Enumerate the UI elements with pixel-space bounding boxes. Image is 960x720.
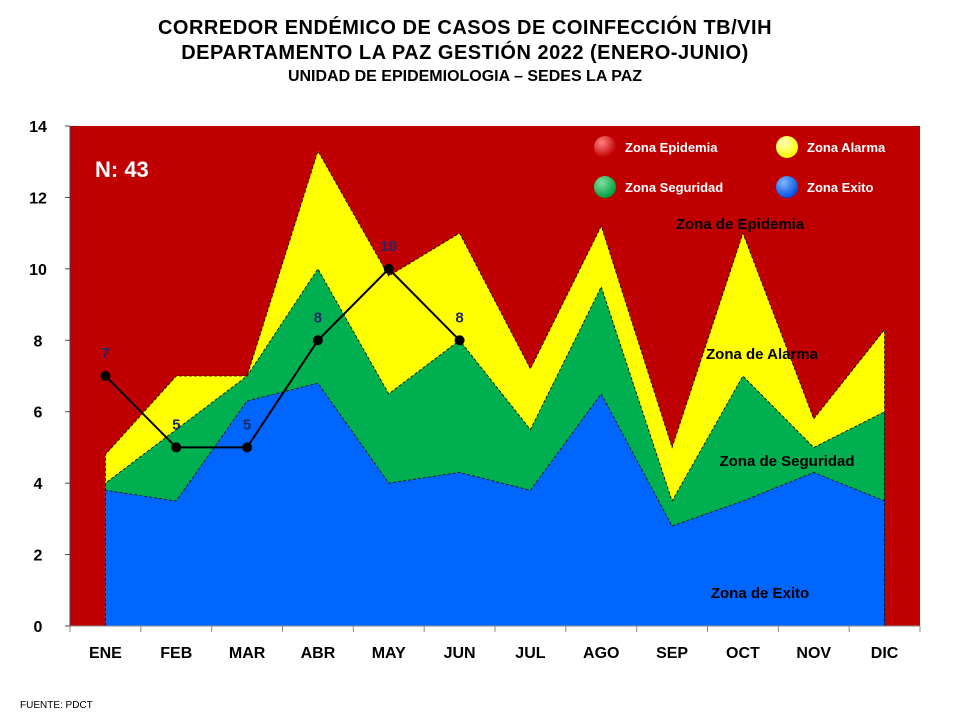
legend: Zona Epidemia Zona Alarma Zona Seguridad Zo… [594, 136, 886, 198]
y-tick-label: 4 [34, 476, 43, 493]
x-tick-label: MAR [229, 645, 266, 662]
cases-data-label: 5 [243, 416, 251, 433]
legend-item: Zona Exito [776, 176, 874, 198]
zone-label-alarma: Zona de Alarma [706, 346, 819, 363]
zone-label-epidemia: Zona de Epidemia [676, 216, 805, 233]
chart-unit-subtitle: UNIDAD DE EPIDEMIOLOGIA – SEDES LA PAZ [287, 68, 643, 85]
x-tick-label: JUN [444, 645, 476, 662]
y-tick-label: 8 [34, 333, 43, 350]
x-tick-label: NOV [796, 645, 831, 662]
legend-label: Zona Alarma [807, 140, 886, 155]
legend-marker [594, 136, 616, 158]
x-tick-label: JUL [515, 645, 545, 662]
y-axis: 0 2 4 6 8 10 12 14 [29, 119, 71, 636]
y-tick-label: 0 [34, 619, 43, 636]
x-tick-label: SEP [656, 645, 688, 662]
legend-item: Zona Seguridad [594, 176, 723, 198]
y-tick-label: 10 [29, 262, 47, 279]
legend-label: Zona Epidemia [625, 140, 718, 155]
legend-marker [776, 176, 798, 198]
x-tick-label: ABR [301, 645, 336, 662]
y-tick-label: 6 [34, 405, 43, 422]
y-tick-label: 2 [34, 548, 43, 565]
cases-data-label: 5 [172, 416, 180, 433]
x-tick-label: AGO [583, 645, 619, 662]
cases-point [100, 371, 111, 381]
legend-item: Zona Epidemia [594, 136, 718, 158]
x-tick-label: ENE [89, 645, 122, 662]
cases-point [312, 335, 323, 346]
cases-point [383, 263, 394, 274]
legend-item: Zona Alarma [776, 136, 886, 158]
cases-data-label: 10 [380, 238, 397, 255]
cases-data-label: 8 [314, 309, 322, 326]
source-note: FUENTE: PDCT [20, 700, 93, 711]
cases-data-label: 7 [101, 345, 109, 362]
legend-label: Zona Seguridad [625, 180, 723, 195]
x-tick-label: MAY [372, 645, 406, 662]
chart-titles: CORREDOR ENDÉMICO DE CASOS DE COINFECCIÓ… [0, 16, 930, 88]
cases-line [104, 267, 461, 449]
cases-point [454, 335, 465, 346]
x-tick-label: FEB [160, 645, 192, 662]
cases-point [242, 442, 253, 453]
chart-title: CORREDOR ENDÉMICO DE CASOS DE COINFECCIÓ… [157, 17, 773, 39]
legend-marker [776, 136, 798, 158]
n-total-label: N: 43 [95, 157, 149, 182]
cases-point [171, 442, 182, 453]
chart-subtitle: DEPARTAMENTO LA PAZ GESTIÓN 2022 (ENERO-… [181, 42, 749, 64]
cases-data-label: 8 [455, 309, 463, 326]
legend-label: Zona Exito [807, 180, 874, 195]
y-tick-label: 14 [29, 119, 47, 136]
zone-label-exito: Zona de Exito [711, 585, 809, 602]
x-tick-label: DIC [871, 645, 899, 662]
area-zona-exito [105, 382, 885, 627]
zone-label-seguridad: Zona de Seguridad [719, 453, 854, 470]
y-tick-label: 12 [29, 190, 47, 207]
legend-marker [594, 176, 616, 198]
x-axis: ENE FEB MAR ABR MAY JUN JUL AGO SEP OCT NOV DIC [69, 625, 921, 662]
cases-series: 7 5 5 8 10 8 [100, 238, 465, 453]
x-tick-label: OCT [726, 645, 760, 662]
